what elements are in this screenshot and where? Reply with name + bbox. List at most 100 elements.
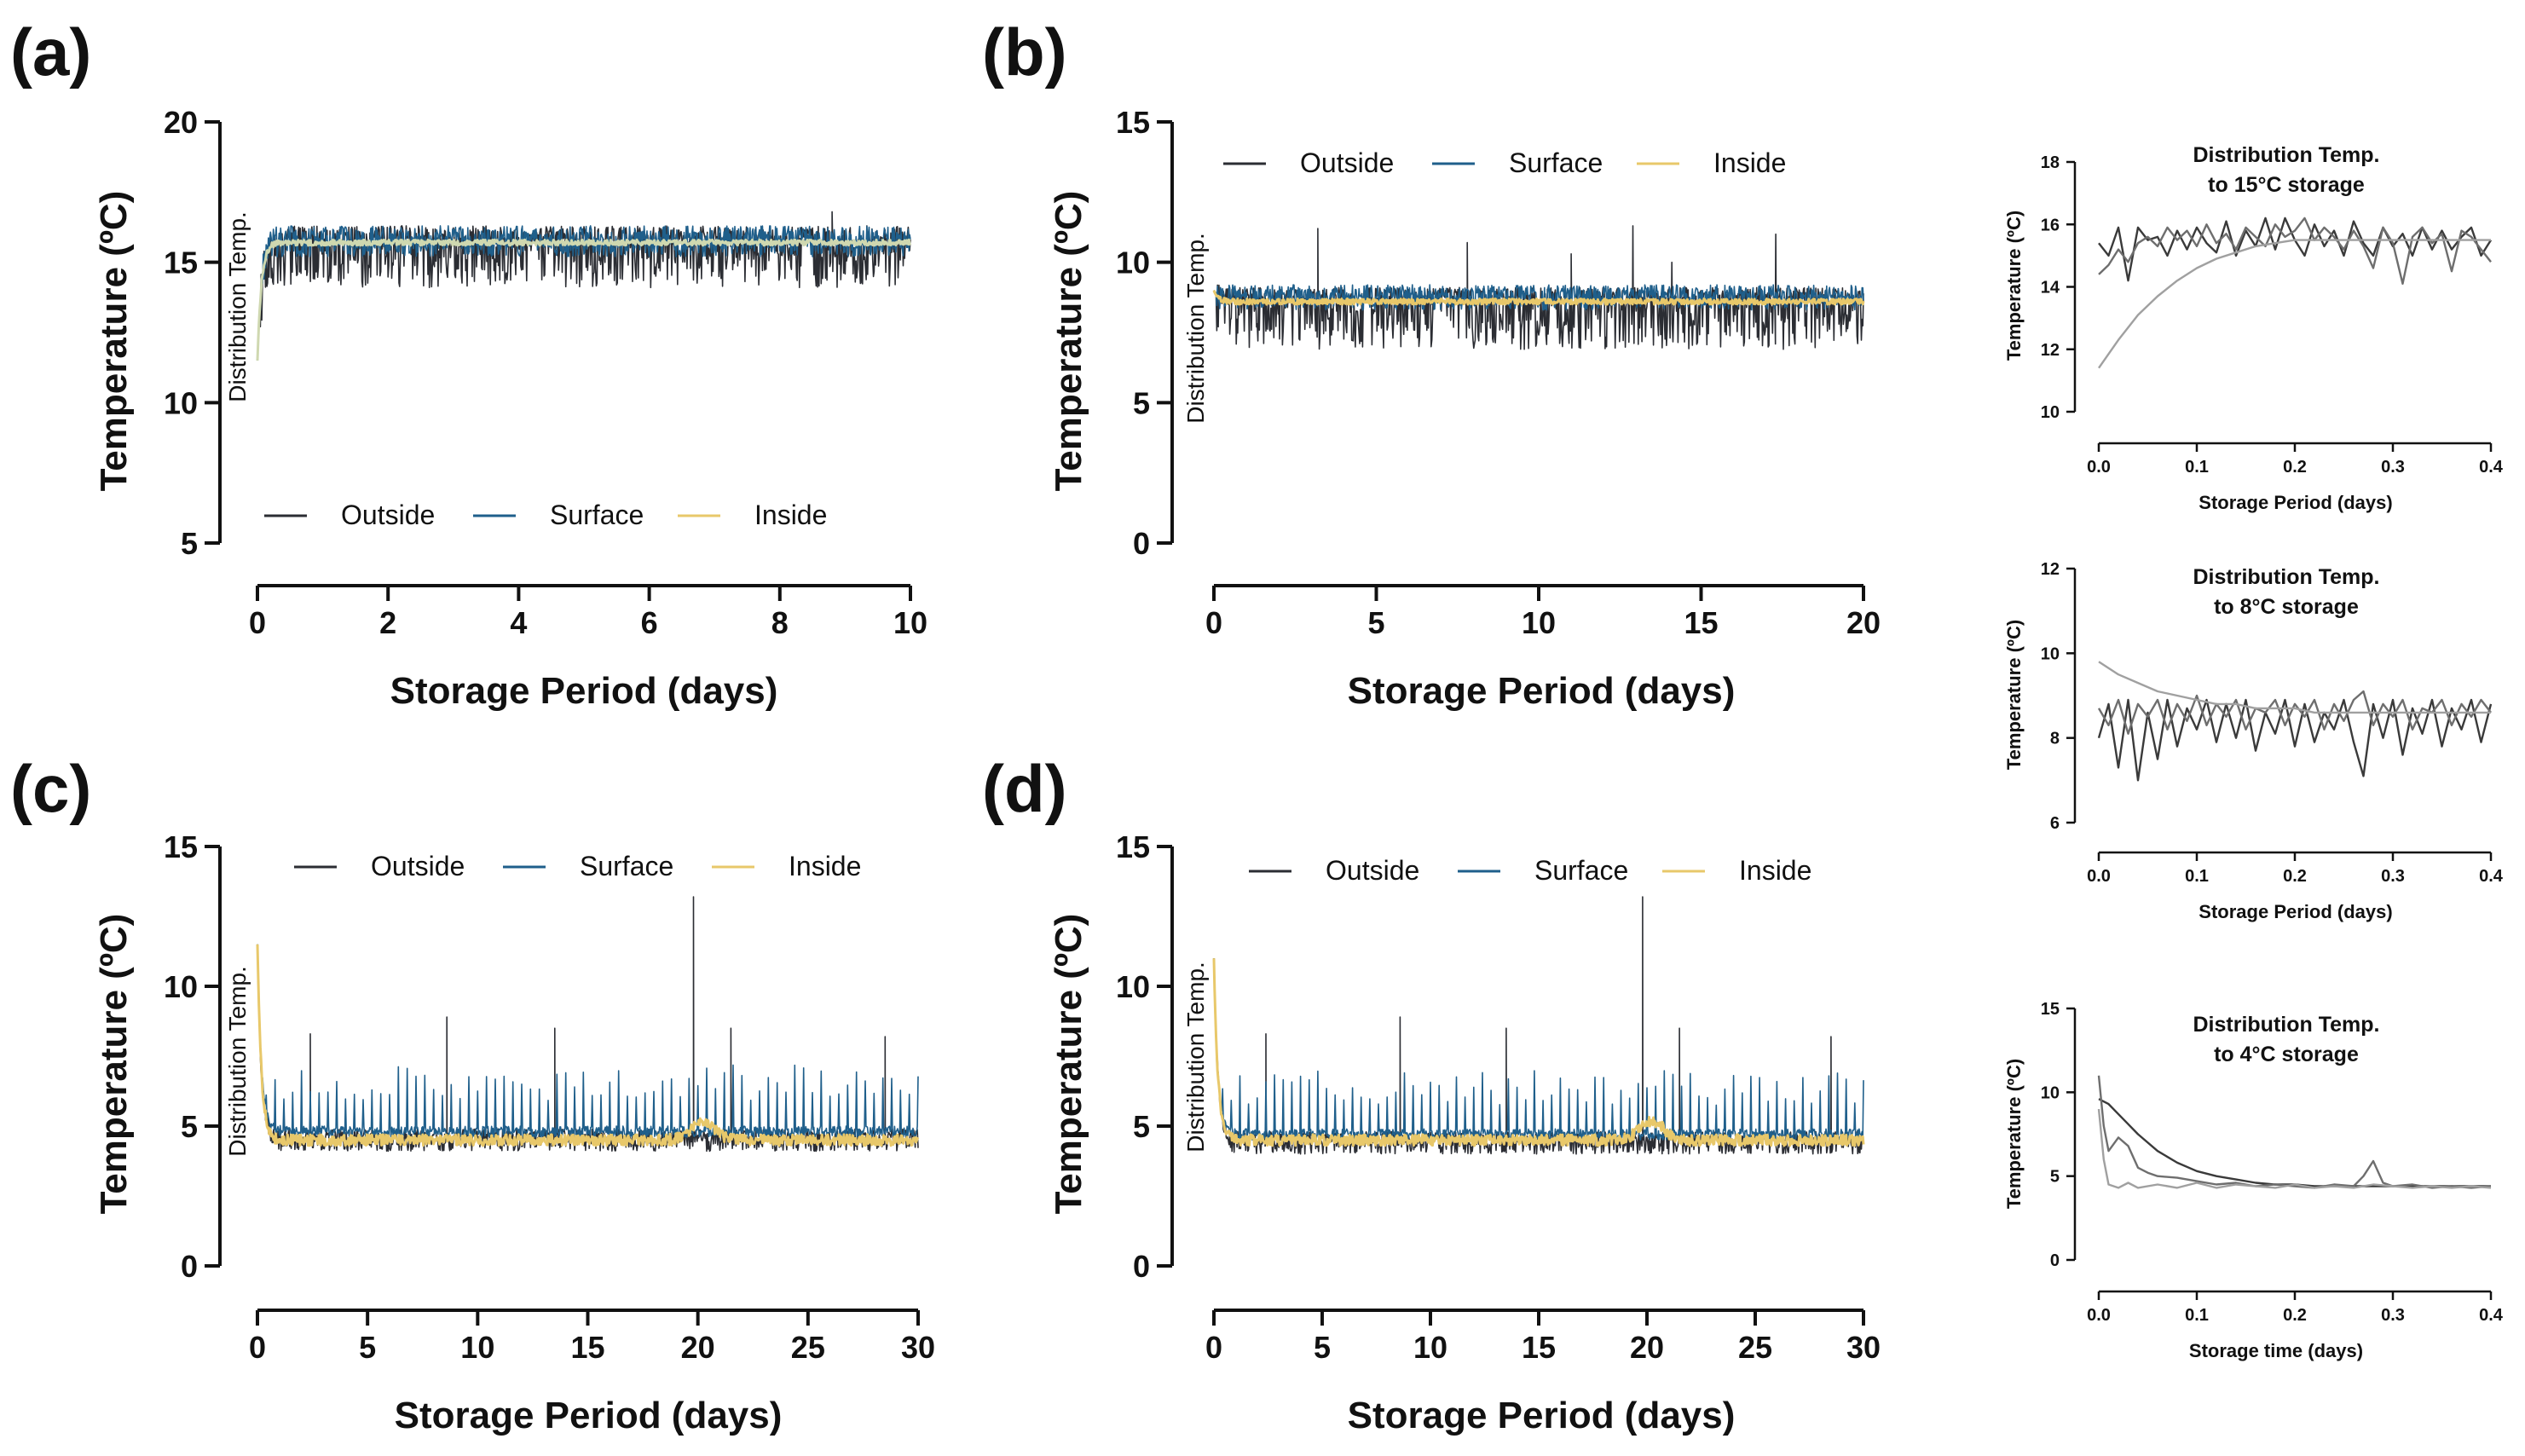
axes: 6 8 10 12 0.0 0.1 0.2 0.3 0.4 <box>2041 560 2504 886</box>
axes: 0 5 10 15 0 5 10 15 20 25 30 <box>1116 829 1881 1365</box>
y-tick-label: 10 <box>1116 246 1150 280</box>
x-tick-label: 0 <box>249 605 266 640</box>
y-tick-label: 0 <box>2050 1251 2060 1270</box>
inset-4c-plot: 0 5 10 15 0.0 0.1 0.2 0.3 0.4 <box>2041 1000 2504 1325</box>
x-tick-label: 0.3 <box>2381 1306 2405 1325</box>
panel-b-legend: Outside Surface Inside <box>1223 147 1786 178</box>
series-line-inside <box>256 944 920 1147</box>
y-tick-label: 5 <box>181 1109 198 1144</box>
panel-d-label: (d) <box>982 751 1067 826</box>
axes: 0 5 10 15 0 5 10 15 20 25 30 <box>164 829 935 1365</box>
inset-8c-ylabel: Temperature (ºC) <box>2003 620 2025 770</box>
x-tick-label: 2 <box>379 605 396 640</box>
x-tick-label: 0 <box>249 1330 266 1365</box>
y-tick-label: 0 <box>181 1249 198 1284</box>
y-tick-label: 12 <box>2041 560 2060 579</box>
y-tick-label: 6 <box>2050 814 2060 833</box>
inset-15c-plot: 10 12 14 16 18 0.0 0.1 0.2 0.3 0.4 <box>2041 153 2504 477</box>
panel-b: (b) Temperature (ºC) Storage Period (day… <box>982 14 1881 712</box>
panel-b-ylabel: Temperature (ºC) <box>1048 191 1089 492</box>
legend-label-surface: Surface <box>1509 147 1603 178</box>
x-tick-label: 0.0 <box>2087 458 2111 477</box>
series-line-surface <box>257 944 919 1138</box>
x-tick-label: 15 <box>1522 1330 1556 1365</box>
y-tick-label: 10 <box>2041 1083 2060 1102</box>
x-tick-label: 0.2 <box>2283 867 2307 886</box>
panel-a-label: (a) <box>10 14 91 90</box>
inset-8c-title-line1: Distribution Temp. <box>2193 565 2380 589</box>
x-tick-label: 30 <box>901 1330 935 1365</box>
x-tick-label: 0.4 <box>2479 458 2504 477</box>
x-tick-label: 20 <box>1846 605 1881 640</box>
series-line-outside <box>257 896 919 1153</box>
x-tick-label: 4 <box>510 605 527 640</box>
series-line-inside <box>1212 290 1865 306</box>
inset-series-line-2 <box>2098 217 2492 285</box>
y-tick-label: 10 <box>2041 403 2060 422</box>
panel-b-label: (b) <box>982 14 1067 90</box>
y-tick-label: 10 <box>164 969 198 1004</box>
panel-b-plot: 0 5 10 15 0 5 10 15 20 <box>1116 105 1881 640</box>
y-tick-label: 5 <box>2050 1168 2060 1187</box>
y-tick-label: 5 <box>1133 1109 1150 1144</box>
x-tick-label: 5 <box>359 1330 376 1365</box>
inset-series-line-1 <box>2098 217 2493 282</box>
x-tick-label: 0.3 <box>2381 458 2405 477</box>
panel-c-xlabel: Storage Period (days) <box>395 1395 783 1436</box>
x-tick-label: 20 <box>1630 1330 1664 1365</box>
y-tick-label: 5 <box>1133 385 1150 420</box>
x-tick-label: 0.2 <box>2283 1306 2307 1325</box>
panel-d-distribution-annotation: Distribution Temp. <box>1182 962 1209 1153</box>
panel-a-legend: Outside Surface Inside <box>264 500 827 530</box>
inset-15c-title-line1: Distribution Temp. <box>2193 143 2380 167</box>
legend-label-surface: Surface <box>550 500 644 530</box>
panel-d-ylabel: Temperature (ºC) <box>1048 914 1089 1215</box>
x-tick-label: 0.1 <box>2185 867 2209 886</box>
y-tick-label: 15 <box>1116 105 1150 140</box>
x-tick-label: 15 <box>570 1330 604 1365</box>
legend-label-surface: Surface <box>1534 855 1628 886</box>
inset-series-line-1 <box>2098 1098 2491 1187</box>
axes: 5 10 15 20 0 2 4 6 8 10 <box>164 105 927 640</box>
panel-b-distribution-annotation: Distribution Temp. <box>1182 233 1209 424</box>
panel-c-distribution-annotation: Distribution Temp. <box>224 966 251 1157</box>
inset-8c-xlabel: Storage Period (days) <box>2199 901 2392 922</box>
series-line-inside <box>1212 958 1865 1147</box>
inset-4c-xlabel: Storage time (days) <box>2189 1340 2363 1361</box>
legend-label-outside: Outside <box>1326 855 1419 886</box>
x-tick-label: 10 <box>1522 605 1556 640</box>
x-tick-label: 0 <box>1205 1330 1222 1365</box>
x-tick-label: 8 <box>771 605 789 640</box>
legend-label-inside: Inside <box>1739 855 1811 886</box>
x-tick-label: 0.0 <box>2087 1306 2111 1325</box>
legend-label-inside: Inside <box>754 500 827 530</box>
y-tick-label: 8 <box>2050 730 2060 748</box>
x-tick-label: 6 <box>641 605 658 640</box>
inset-8c: Distribution Temp. to 8°C storage Temper… <box>2003 560 2504 922</box>
panel-c-legend: Outside Surface Inside <box>294 851 861 881</box>
legend-label-outside: Outside <box>371 851 465 881</box>
inset-4c-title-line1: Distribution Temp. <box>2193 1013 2380 1037</box>
y-tick-label: 12 <box>2041 341 2060 360</box>
x-tick-label: 15 <box>1684 605 1718 640</box>
inset-series-line-3 <box>2097 1108 2492 1189</box>
legend-label-surface: Surface <box>580 851 673 881</box>
x-tick-label: 0.2 <box>2283 458 2307 477</box>
inset-15c-ylabel: Temperature (ºC) <box>2003 211 2025 361</box>
panel-b-xlabel: Storage Period (days) <box>1348 670 1736 712</box>
x-tick-label: 0.1 <box>2185 458 2209 477</box>
series-line-inside <box>256 238 912 361</box>
y-tick-label: 0 <box>1133 1249 1150 1284</box>
panel-a-xlabel: Storage Period (days) <box>390 670 778 712</box>
series-line-outside <box>1213 896 1864 1155</box>
x-tick-label: 30 <box>1846 1330 1881 1365</box>
x-tick-label: 25 <box>791 1330 825 1365</box>
panel-c-plot: 0 5 10 15 0 5 10 15 20 25 30 <box>164 829 935 1365</box>
x-tick-label: 25 <box>1738 1330 1772 1365</box>
legend-label-inside: Inside <box>789 851 861 881</box>
panel-a: (a) Temperature (ºC) Storage Period (day… <box>10 14 927 712</box>
y-tick-label: 18 <box>2041 153 2060 172</box>
legend-label-outside: Outside <box>341 500 435 530</box>
legend-label-inside: Inside <box>1713 147 1786 178</box>
